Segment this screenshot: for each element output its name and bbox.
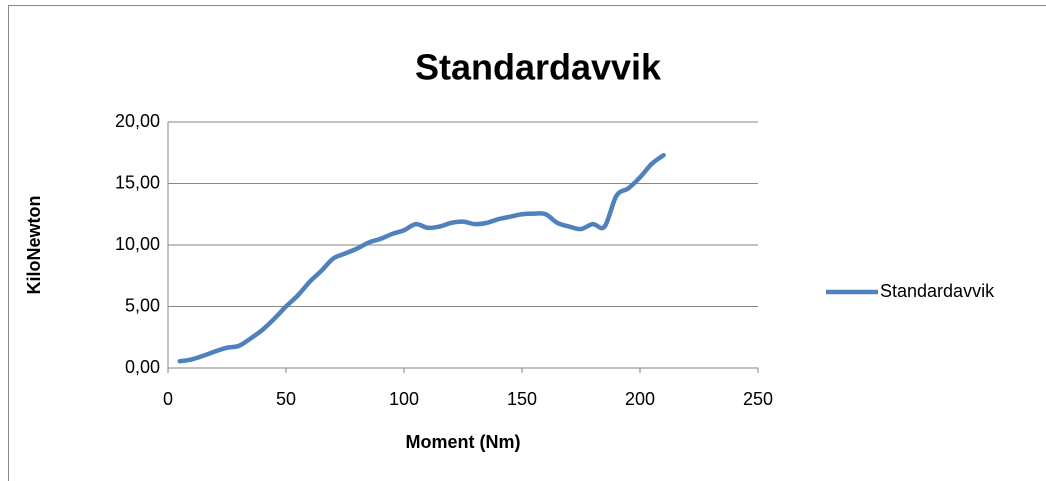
x-axis-label: Moment (Nm) — [406, 432, 521, 452]
x-tick-label: 150 — [507, 389, 537, 409]
chart-frame — [8, 5, 1046, 481]
chart-title: Standardavvik — [415, 47, 662, 88]
y-tick-label: 10,00 — [115, 234, 160, 254]
y-tick-label: 20,00 — [115, 111, 160, 131]
x-tick-label: 250 — [743, 389, 773, 409]
x-tick-label: 50 — [276, 389, 296, 409]
y-tick-label: 5,00 — [125, 295, 160, 315]
data-line — [177, 152, 666, 364]
x-tick-label: 0 — [163, 389, 173, 409]
legend-label: Standardavvik — [880, 281, 995, 301]
y-axis-label: KiloNewton — [24, 196, 44, 295]
x-tick-label: 200 — [625, 389, 655, 409]
y-tick-label: 0,00 — [125, 357, 160, 377]
x-tick-label: 100 — [389, 389, 419, 409]
y-tick-label: 15,00 — [115, 172, 160, 192]
